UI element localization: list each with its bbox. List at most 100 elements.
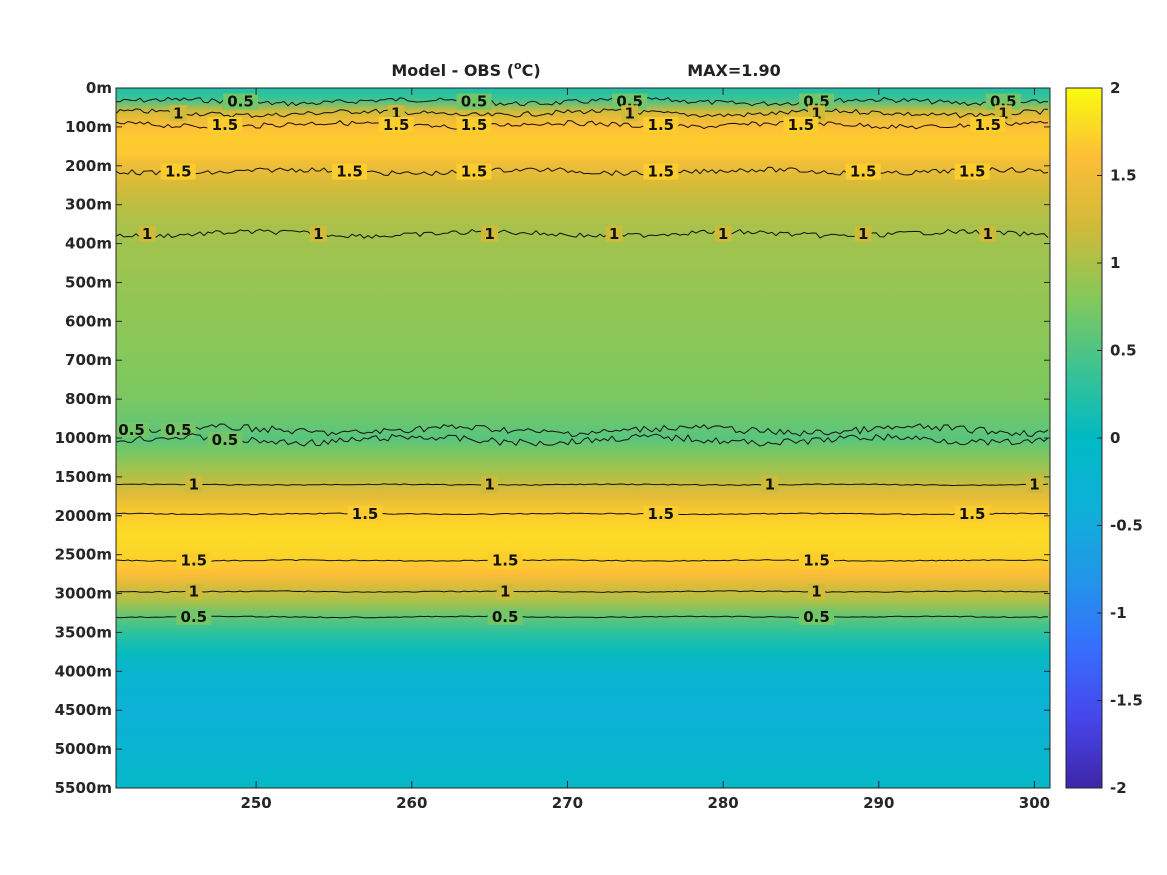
contour-label-bg [185,476,203,493]
contour-label: 1 [983,225,993,243]
contour-label: 1 [609,225,619,243]
contour-label-bg [605,225,623,242]
contour-label-bg [783,116,819,133]
y-tick-label: 800m [65,390,112,408]
contour-label: 1.5 [165,163,192,181]
contour-label-bg [309,225,327,242]
contour-label-bg [456,116,492,133]
contour-label-bg [207,116,243,133]
contour-line [116,559,1049,562]
colorbar-axis: 2 1.5 1 0.5 0 -0.5 -1 -1.5 -2 [1097,79,1143,797]
contour-label: 1 [811,583,821,601]
y-tick-label: 300m [65,196,112,214]
contour-line [116,433,1049,447]
y-tick-label: 5500m [55,779,112,797]
contour-label: 1.5 [461,116,488,134]
contour-label-bg [160,163,196,180]
y-tick-label: 1000m [55,429,112,447]
contour-label-bg [223,93,259,110]
contour-label-bg [761,476,779,493]
x-tick-label: 250 [240,794,271,812]
contour-label-bg [985,93,1021,110]
contour-label-bg [714,225,732,242]
y-tick-label: 3000m [55,585,112,603]
colorbar-tick-label: -0.5 [1110,517,1143,535]
colorbar-tick-label: -1 [1110,604,1127,622]
x-tick-label: 260 [396,794,427,812]
contour-label-bg [487,608,523,625]
contour-label-bg [332,163,367,180]
y-tick-label: 4500m [55,701,112,719]
contour-label: 0.5 [181,608,208,626]
y-tick-label: 3500m [55,623,112,641]
contour-label-bg [185,583,203,600]
contour-label: 1 [624,104,634,122]
contour-label: 1 [858,225,868,243]
contour-label: 1.5 [492,552,519,570]
contour-label: 1 [484,225,494,243]
contour-label-bg [799,608,834,625]
y-tick-label: 5000m [55,740,112,758]
contour-label: 1.5 [648,116,675,134]
contour-label-bg [481,476,499,493]
contour-label: 1 [142,225,152,243]
contour-label-bg [970,116,1006,133]
contour-label-bg [169,105,187,122]
colorbar-tick-label: 1 [1110,254,1120,272]
contour-label: 0.5 [227,93,254,111]
contour-label: 1.5 [648,163,675,181]
y-axis: 0m 100m 200m 300m 400m 500m 600m 700m 800m 1000m 1… [55,79,1050,797]
y-tick-label: 400m [65,235,112,253]
contour-label: 0.5 [492,608,519,626]
contour-label-bg [176,608,212,625]
contour-label: 1 [484,476,494,494]
contour-label-bg [456,163,492,180]
contour-label: 1.5 [959,163,986,181]
y-tick-label: 1500m [55,468,112,486]
y-tick-label: 100m [65,118,112,136]
contour-label-bg [612,93,648,110]
x-tick-label: 280 [707,794,738,812]
contour-label: 1.5 [383,116,410,134]
contour-line [116,483,1049,487]
contour-label: 1.5 [788,116,815,134]
contour-label-bg [160,422,196,439]
contour-label: 1 [391,104,401,122]
contour-label: 1 [718,225,728,243]
y-tick-label: 500m [65,273,112,291]
contour-line [116,615,1049,619]
contour-layer: 0.5 0.5 0.5 0.5 0.51 1 1 1 11.5 1.5 1.5 1.5 1.5 1.51.… [116,93,1049,626]
contour-label-bg [621,105,639,122]
contour-line [116,423,1049,438]
contour-label-bg [378,116,414,133]
contour-label-bg [979,225,997,242]
contour-line [116,119,1049,130]
contour-line [116,166,1049,177]
contour-line [116,96,1049,107]
contour-label: 0.5 [165,421,192,439]
x-tick-label: 300 [1019,794,1050,812]
contour-label: 1.5 [181,552,208,570]
contour-label-bg [643,116,679,133]
contour-label-bg [116,422,150,439]
y-tick-label: 700m [65,351,112,369]
contour-label: 1.5 [212,116,239,134]
contour-label: 1.5 [850,163,877,181]
x-tick-label: 270 [552,794,583,812]
y-tick-label: 2500m [55,546,112,564]
y-tick-label: 200m [65,157,112,175]
contour-label-bg [799,552,834,569]
contour-label-bg [176,552,212,569]
contour-label: 0.5 [212,431,239,449]
contour-label: 1 [1029,476,1039,494]
contour-label-bg [481,225,499,242]
contour-label-bg [347,505,383,522]
contour-label-bg [643,163,679,180]
contour-label-bg [487,552,523,569]
contour-label-bg [1025,476,1043,493]
contour-label-bg [138,225,156,242]
max-label: MAX=1.90 [687,61,781,80]
contour-label-bg [799,93,834,110]
contour-label: 0.5 [461,93,488,111]
